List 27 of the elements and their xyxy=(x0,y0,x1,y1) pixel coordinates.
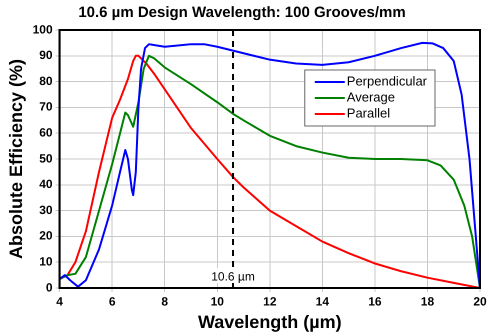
y-tick-label: 80 xyxy=(39,74,53,88)
y-tick-label: 20 xyxy=(39,228,53,243)
y-tick-label: 50 xyxy=(39,151,53,166)
x-tick-label: 8 xyxy=(161,294,168,309)
y-tick-label: 40 xyxy=(39,177,53,192)
x-tick-label: 10 xyxy=(210,294,224,309)
legend-label: Perpendicular xyxy=(346,74,428,89)
y-axis-title: Absolute Efficiency (%) xyxy=(6,58,26,260)
x-axis-title: Wavelength (µm) xyxy=(198,312,342,332)
x-tick-label: 4 xyxy=(56,294,64,309)
chart-title: 10.6 µm Design Wavelength: 100 Grooves/mm xyxy=(78,4,406,22)
y-tick-label: 90 xyxy=(39,48,53,62)
y-tick-label: 100 xyxy=(32,22,53,36)
y-tick-label: 70 xyxy=(39,100,53,114)
legend-label: Parallel xyxy=(346,106,390,121)
x-tick-label: 20 xyxy=(473,294,487,309)
x-tick-label: 12 xyxy=(263,294,277,309)
y-tick-label: 10 xyxy=(39,254,53,269)
x-tick-label: 18 xyxy=(420,294,434,309)
y-tick-label: 30 xyxy=(39,202,53,217)
x-tick-label: 16 xyxy=(368,294,382,309)
legend-label: Average xyxy=(346,90,395,105)
ref-line-label: 10.6 µm xyxy=(211,269,255,284)
x-tick-label: 6 xyxy=(108,294,116,309)
y-tick-label: 0 xyxy=(46,280,53,294)
y-tick-label: 60 xyxy=(39,126,53,140)
x-tick-label: 14 xyxy=(316,294,330,309)
